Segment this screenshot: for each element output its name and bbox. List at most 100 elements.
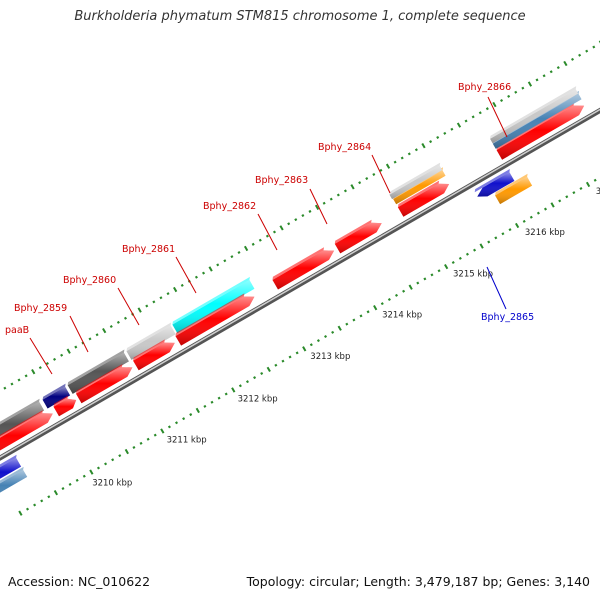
lightgray-feature-bevel: [126, 322, 172, 352]
scale-label-layer: 3210 kbp 3211 kbp 3212 kbp 3213 kbp 3214 kbp…: [92, 187, 600, 489]
inner-tick: [26, 507, 30, 511]
inner-tick: [61, 487, 65, 491]
cds-forward-shine: [76, 367, 133, 404]
gene-label: Bphy_2863: [255, 175, 308, 186]
backbone-highlight: [0, 108, 600, 458]
cds-forward-shine: [397, 183, 450, 217]
outer-tick: [279, 225, 284, 231]
inner-tick: [366, 310, 370, 314]
outer-tick: [400, 156, 404, 160]
inner-tick: [465, 252, 469, 256]
outer-tick: [152, 300, 156, 304]
inner-tick: [153, 433, 157, 437]
cds-forward-bevel: [175, 293, 245, 337]
inner-tick: [309, 343, 313, 347]
outer-tick: [521, 86, 525, 90]
outer-tick: [116, 320, 120, 324]
outer-tick: [202, 271, 206, 275]
outer-tick: [314, 204, 320, 210]
lightgray-feature-shine: [126, 325, 176, 360]
outer-tick: [414, 148, 418, 152]
cds-reverse-shine: [477, 172, 515, 197]
inner-tick: [579, 187, 583, 191]
inner-tick: [593, 178, 597, 182]
outer-tick: [578, 53, 582, 57]
outer-tick: [527, 81, 533, 87]
outer-tick: [31, 369, 36, 375]
outer-tick: [123, 316, 127, 320]
inner-tick: [473, 248, 477, 252]
cyan-feature-shine: [172, 280, 255, 334]
inner-tick: [210, 400, 214, 404]
inner-tick: [118, 454, 122, 458]
gene-leader-line: [117, 287, 140, 326]
inner-tick: [402, 289, 406, 293]
outer-tick: [549, 70, 553, 74]
cds-forward-shine: [496, 105, 585, 160]
inner-tick: [132, 445, 136, 449]
cds-forward-shine: [0, 413, 53, 451]
inner-tick: [331, 330, 335, 334]
outer-tick: [95, 333, 99, 337]
outer-tick: [535, 78, 539, 82]
inner-tick: [238, 384, 242, 388]
steelblue-feature-1-shine: [492, 94, 582, 149]
tick-layer: [3, 40, 600, 516]
outer-tick: [66, 348, 71, 354]
outer-tick: [194, 275, 198, 279]
outer-tick: [478, 111, 482, 115]
outer-tick: [102, 327, 107, 334]
inner-tick: [274, 363, 278, 367]
inner-tick: [245, 380, 249, 384]
inner-tick: [82, 474, 86, 478]
outer-tick: [17, 378, 21, 382]
inner-tick: [203, 404, 207, 408]
inner-tick: [195, 407, 200, 414]
scale-label: 3213 kbp: [310, 352, 350, 362]
orange-feature-1-shine: [393, 170, 446, 205]
outer-tick: [145, 304, 149, 308]
outer-tick: [301, 214, 305, 218]
inner-tick: [337, 325, 342, 331]
inner-tick: [394, 293, 398, 297]
inner-tick: [558, 199, 562, 203]
inner-tick: [146, 437, 150, 441]
inner-tick: [345, 322, 349, 326]
outer-tick: [471, 115, 475, 119]
inner-tick: [68, 482, 72, 486]
gene-label: Bphy_2864: [318, 142, 371, 153]
inner-tick: [479, 243, 484, 249]
cds-forward-bevel: [133, 339, 165, 361]
outer-tick: [450, 127, 454, 131]
scale-label: 3216 kbp: [525, 228, 565, 238]
gene-label: paaB: [5, 325, 29, 336]
inner-tick: [160, 428, 165, 434]
outer-tick: [507, 94, 511, 98]
outer-tick: [365, 177, 369, 181]
cds-forward-shine: [334, 222, 382, 254]
outer-tick: [272, 230, 276, 234]
inner-tick: [182, 417, 186, 421]
outer-tick: [393, 160, 397, 164]
inner-tick: [522, 219, 526, 223]
outer-tick: [24, 374, 28, 378]
inner-tick: [89, 469, 94, 475]
outer-tick: [372, 172, 376, 176]
inner-tick: [33, 503, 37, 507]
lightgray-feature-2-shine: [389, 165, 443, 200]
gray-feature-2-bevel: [67, 349, 125, 386]
inner-tick: [529, 215, 533, 219]
inner-tick: [75, 478, 79, 482]
outer-tick: [407, 152, 411, 156]
gene-label: Bphy_2860: [63, 275, 116, 286]
inner-tick: [167, 425, 171, 429]
paaB-feature-bevel: [42, 383, 66, 400]
outer-tick: [173, 286, 178, 293]
scale-label: 3215 kbp: [453, 270, 493, 280]
gene-label: Bphy_2865: [481, 312, 534, 323]
gene-label: Bphy_2866: [458, 82, 511, 93]
outer-tick: [294, 218, 298, 222]
outer-tick: [265, 234, 269, 238]
outer-tick: [3, 386, 7, 390]
inner-tick: [96, 466, 100, 470]
